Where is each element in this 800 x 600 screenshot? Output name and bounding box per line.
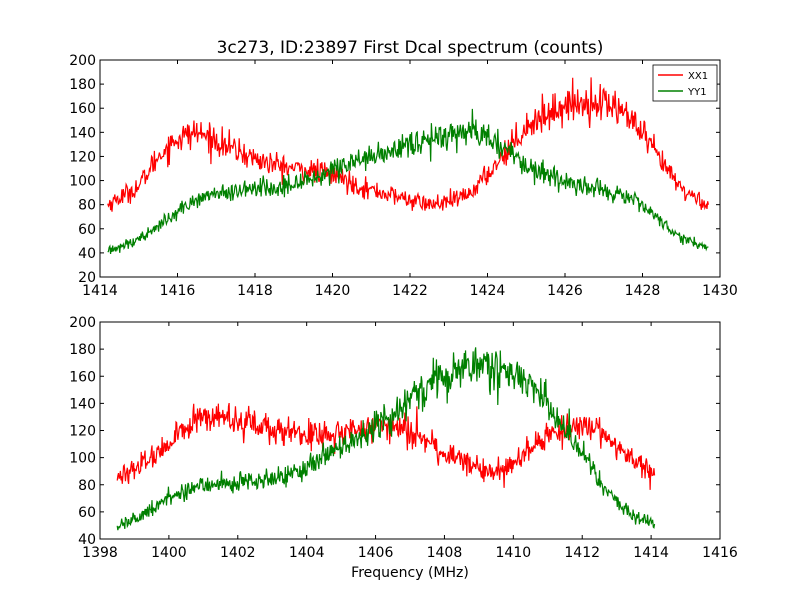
x-tick-label: 1408 xyxy=(427,545,463,561)
x-tick-label: 1428 xyxy=(625,283,661,299)
x-tick-label: 1416 xyxy=(702,545,738,561)
x-tick-label: 1398 xyxy=(82,545,118,561)
x-tick-label: 1400 xyxy=(151,545,187,561)
y-tick-label: 40 xyxy=(78,246,96,262)
x-tick-label: 1406 xyxy=(358,545,394,561)
series-line-yy1 xyxy=(107,108,709,254)
x-tick-label: 1422 xyxy=(392,283,428,299)
x-tick-label: 1402 xyxy=(220,545,256,561)
y-tick-label: 80 xyxy=(78,198,96,214)
bottom-spectrum-axes: 1398 1400 1402 1404 1406 1408 1410 1412 1414 1416… xyxy=(69,315,738,561)
y-tick-label: 140 xyxy=(69,396,96,412)
y-tick-label: 100 xyxy=(69,451,96,467)
x-tick-label: 1414 xyxy=(633,545,669,561)
y-tick-label: 40 xyxy=(78,532,96,548)
y-tick-label: 180 xyxy=(69,77,96,93)
x-tick-label: 1424 xyxy=(470,283,506,299)
series-line-xx1 xyxy=(107,77,709,212)
y-tick-label: 60 xyxy=(78,222,96,238)
legend xyxy=(652,64,718,102)
x-tick-label: 1410 xyxy=(496,545,532,561)
x-tick-label: 1416 xyxy=(160,283,196,299)
y-tick-label: 20 xyxy=(78,270,96,286)
y-tick-label: 80 xyxy=(78,478,96,494)
y-tick-label: 200 xyxy=(69,315,96,331)
x-tick-label: 1404 xyxy=(289,545,325,561)
y-tick-label: 100 xyxy=(69,174,96,190)
y-tick-label: 140 xyxy=(69,125,96,141)
x-tick-label: 1426 xyxy=(547,283,583,299)
y-tick-label: 160 xyxy=(69,369,96,385)
y-tick-label: 160 xyxy=(69,101,96,117)
x-tick-label: 1412 xyxy=(564,545,600,561)
y-tick-label: 120 xyxy=(69,149,96,165)
series-line-yy1 xyxy=(116,347,656,531)
x-tick-label: 1414 xyxy=(82,283,118,299)
legend-label-xx1: XX1 xyxy=(688,71,708,82)
x-tick-label: 1418 xyxy=(237,283,273,299)
y-tick-label: 200 xyxy=(69,53,96,69)
x-tick-label: 1420 xyxy=(315,283,351,299)
top-spectrum-axes: 1414 1416 1418 1420 1422 1424 1426 1428 1430 20 40… xyxy=(69,53,738,299)
series-line-xx1 xyxy=(116,402,656,490)
x-tick-label: 1430 xyxy=(702,283,738,299)
y-tick-label: 60 xyxy=(78,505,96,521)
y-tick-label: 180 xyxy=(69,342,96,358)
chart-title: 3c273, ID:23897 First Dcal spectrum (cou… xyxy=(217,38,604,58)
x-axis-label: Frequency (MHz) xyxy=(351,565,469,581)
y-tick-label: 120 xyxy=(69,424,96,440)
legend-label-yy1: YY1 xyxy=(687,87,707,98)
